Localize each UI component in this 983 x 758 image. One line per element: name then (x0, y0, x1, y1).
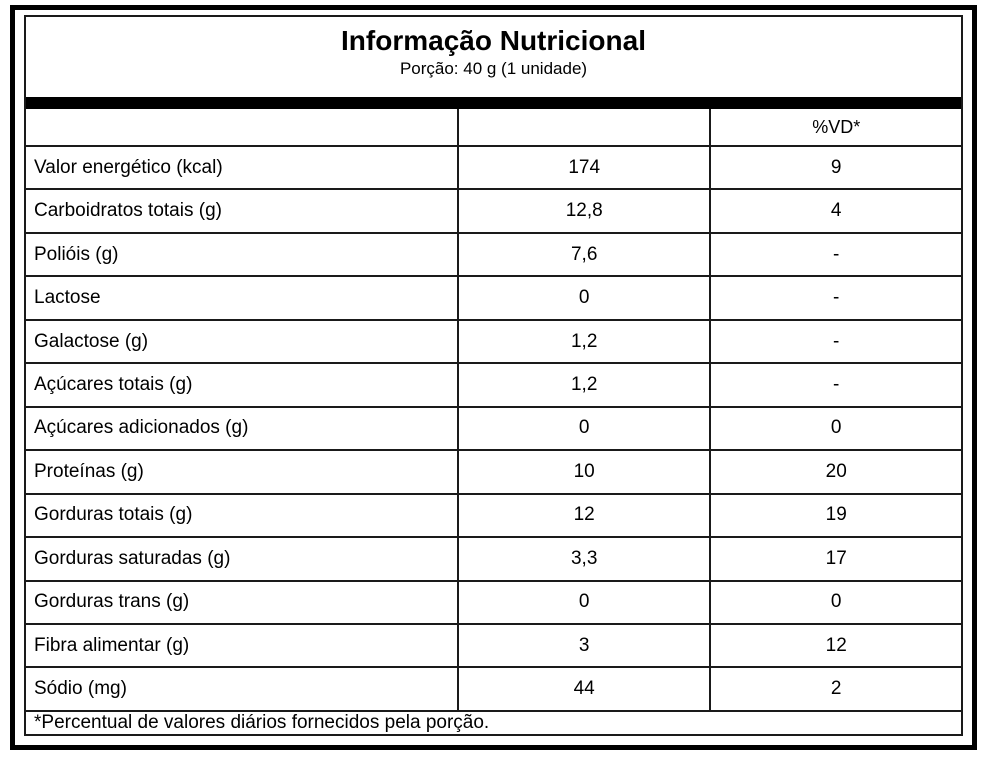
table-row: Gorduras saturadas (g) 3,3 17 (26, 536, 961, 581)
row-dv-value: 0 (709, 579, 961, 624)
title-block: Informação Nutricional Porção: 40 g (1 u… (26, 17, 961, 97)
row-amount-value: 1,2 (456, 318, 711, 364)
table-row: Gorduras trans (g) 0 0 (26, 579, 961, 624)
header-dv-cell: %VD* (709, 109, 961, 146)
table-row: Sódio (mg) 44 2 (26, 666, 961, 711)
row-amount-value: 12 (456, 492, 711, 538)
row-dv-value: 9 (709, 144, 961, 190)
table-row: Açúcares totais (g) 1,2- (26, 362, 961, 407)
row-amount-value: 3 (456, 622, 711, 668)
row-dv-value: 12 (709, 622, 961, 668)
table-row: Valor energético (kcal) 174 9 (26, 144, 961, 190)
footnote-text: *Percentual de valores diários fornecido… (26, 710, 961, 734)
page-title: Informação Nutricional (341, 25, 646, 56)
table-row: Lactose 0- (26, 275, 961, 320)
row-dv-value: 4 (709, 188, 961, 233)
row-dv-value: - (709, 231, 961, 277)
row-nutrient-label: Polióis (g) (26, 231, 458, 277)
nutrition-rows: Valor energético (kcal) 174 9 Carboidratos … (26, 144, 961, 711)
row-nutrient-label: Proteínas (g) (26, 449, 458, 494)
row-dv-value: - (709, 275, 961, 320)
table-row: Polióis (g) 7,6- (26, 231, 961, 277)
row-amount-value: 174 (456, 144, 711, 190)
table-header-row: %VD* (26, 109, 961, 146)
row-amount-value: 10 (456, 449, 711, 494)
header-separator-bar (26, 97, 961, 109)
label-outer-frame: Informação Nutricional Porção: 40 g (1 u… (10, 5, 977, 750)
nutrition-facts-panel: Informação Nutricional Porção: 40 g (1 u… (24, 15, 963, 736)
table-row: Açúcares adicionados (g) 0 0 (26, 405, 961, 451)
row-nutrient-label: Açúcares adicionados (g) (26, 405, 458, 451)
footnote-row: *Percentual de valores diários fornecido… (26, 710, 961, 734)
row-nutrient-label: Carboidratos totais (g) (26, 188, 458, 233)
row-amount-value: 44 (456, 666, 711, 711)
header-amount-cell (456, 109, 711, 146)
row-nutrient-label: Lactose (26, 275, 458, 320)
table-row: Proteínas (g) 10 20 (26, 449, 961, 494)
row-nutrient-label: Gorduras saturadas (g) (26, 536, 458, 581)
row-amount-value: 0 (456, 405, 711, 451)
row-amount-value: 3,3 (456, 536, 711, 581)
row-dv-value: 20 (709, 449, 961, 494)
nutrition-table: %VD* Valor energético (kcal) 174 9 Carboidr… (26, 109, 961, 734)
row-nutrient-label: Valor energético (kcal) (26, 144, 458, 190)
row-nutrient-label: Açúcares totais (g) (26, 362, 458, 407)
table-row: Galactose (g) 1,2- (26, 318, 961, 364)
row-dv-value: - (709, 362, 961, 407)
row-nutrient-label: Sódio (mg) (26, 666, 458, 711)
table-row: Fibra alimentar (g) 3 12 (26, 622, 961, 668)
row-dv-value: 0 (709, 405, 961, 451)
row-nutrient-label: Gorduras trans (g) (26, 579, 458, 624)
row-amount-value: 0 (456, 579, 711, 624)
table-row: Gorduras totais (g) 12 19 (26, 492, 961, 538)
row-nutrient-label: Galactose (g) (26, 318, 458, 364)
row-dv-value: 19 (709, 492, 961, 538)
row-amount-value: 12,8 (456, 188, 711, 233)
row-dv-value: 17 (709, 536, 961, 581)
row-dv-value: - (709, 318, 961, 364)
serving-size-text: Porção: 40 g (1 unidade) (399, 59, 588, 79)
row-amount-value: 0 (456, 275, 711, 320)
row-nutrient-label: Gorduras totais (g) (26, 492, 458, 538)
table-row: Carboidratos totais (g) 12,8 4 (26, 188, 961, 233)
header-nutrient-cell (26, 109, 458, 146)
row-dv-value: 2 (709, 666, 961, 711)
row-amount-value: 7,6 (456, 231, 711, 277)
row-amount-value: 1,2 (456, 362, 711, 407)
row-nutrient-label: Fibra alimentar (g) (26, 622, 458, 668)
